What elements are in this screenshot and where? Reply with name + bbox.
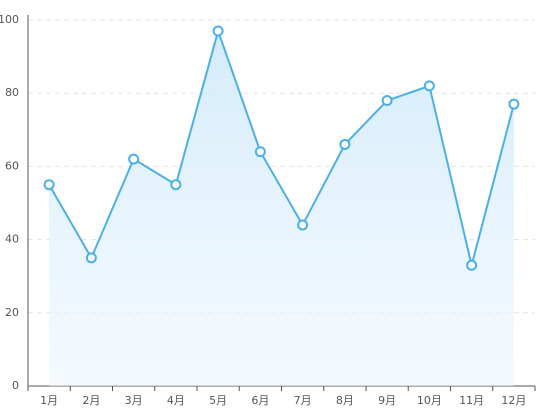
point (508, 98, 520, 110)
y-tick-label: 40 (5, 233, 19, 246)
x-tick-label: 8月 (336, 394, 354, 407)
point (297, 219, 309, 231)
point (43, 179, 55, 191)
x-tick-label: 12月 (501, 394, 526, 407)
y-tick-label: 20 (5, 306, 19, 319)
x-tick-label: 7月 (294, 394, 312, 407)
x-tick-label: 2月 (82, 394, 100, 407)
point (339, 138, 351, 150)
point (466, 259, 478, 271)
y-tick-label: 80 (5, 86, 19, 99)
point (423, 80, 435, 92)
x-tick-label: 11月 (459, 394, 484, 407)
x-tick-label: 10月 (417, 394, 442, 407)
x-tick-label: 6月 (251, 394, 269, 407)
y-tick-label: 60 (5, 159, 19, 172)
line (48, 27, 515, 266)
x-tick-label: 9月 (378, 394, 396, 407)
x-tick-label: 4月 (167, 394, 185, 407)
x-tick-label: 1月 (40, 394, 58, 407)
area (49, 30, 514, 386)
x-tick-label: 3月 (125, 394, 143, 407)
point (85, 252, 97, 264)
y-tick-label: 100 (0, 13, 19, 26)
x-tick-label: 5月 (209, 394, 227, 407)
point (128, 153, 140, 165)
y-tick-label: 0 (12, 379, 19, 392)
point (170, 179, 182, 191)
point (254, 146, 266, 158)
point (381, 95, 393, 107)
point (212, 25, 224, 37)
